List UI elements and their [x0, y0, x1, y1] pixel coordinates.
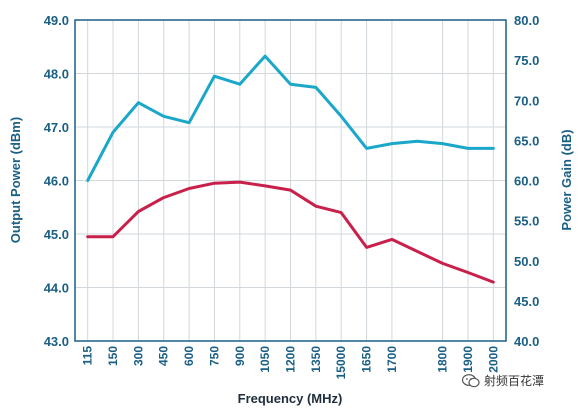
right-tick-label: 55.0 — [514, 214, 539, 229]
left-tick-label: 49.0 — [44, 13, 69, 28]
x-tick-label: 1800 — [436, 346, 450, 373]
watermark-text: 射频百花潭 — [484, 374, 545, 388]
left-tick-label: 48.0 — [44, 67, 69, 82]
right-axis-title: Power Gain (dB) — [559, 129, 574, 230]
x-tick-label: 1700 — [385, 346, 399, 373]
power-gain-line — [86, 54, 495, 182]
right-tick-label: 80.0 — [514, 13, 539, 28]
x-tick-label: 1050 — [258, 346, 272, 373]
right-tick-label: 60.0 — [514, 174, 539, 189]
output-power-line — [86, 180, 495, 284]
left-tick-label: 45.0 — [44, 227, 69, 242]
right-tick-label: 75.0 — [514, 53, 539, 68]
left-tick-label: 46.0 — [44, 174, 69, 189]
watermark: 射频百花潭 — [462, 372, 544, 389]
right-tick-label: 45.0 — [514, 294, 539, 309]
right-tick-label: 65.0 — [514, 133, 539, 148]
left-axis-title: Output Power (dBm) — [8, 117, 23, 243]
x-tick-label: 1650 — [360, 346, 374, 373]
left-tick-label: 47.0 — [44, 120, 69, 135]
x-tick-label: 15000 — [334, 346, 348, 380]
x-tick-label: 2000 — [486, 346, 500, 373]
left-tick-label: 43.0 — [44, 334, 69, 349]
left-tick-label: 44.0 — [44, 281, 69, 296]
x-tick-label: 750 — [207, 346, 221, 366]
left-axis-tick-labels: 43.0 44.0 45.0 46.0 47.0 48.0 49.0 — [44, 13, 69, 349]
series-lines — [86, 54, 495, 284]
right-axis-tick-labels: 40.0 45.0 50.0 55.0 60.0 65.0 70.0 75.0 80.0 — [514, 13, 539, 349]
wechat-icon — [462, 373, 480, 387]
x-axis-title: Frequency (MHz) — [238, 391, 343, 406]
x-tick-label: 900 — [233, 346, 247, 366]
x-tick-label: 300 — [131, 346, 145, 366]
x-tick-label: 450 — [157, 346, 171, 366]
x-tick-label: 1350 — [309, 346, 323, 373]
x-tick-label: 115 — [81, 346, 95, 366]
x-tick-label: 1200 — [284, 346, 298, 373]
plot-area-border — [74, 19, 507, 342]
x-axis-tick-labels: 115 150 300 450 600 750 900 1050 1200 1350 15000 16… — [81, 346, 501, 380]
x-tick-label: 600 — [182, 346, 196, 366]
grid — [75, 19, 506, 342]
right-tick-label: 40.0 — [514, 334, 539, 349]
x-tick-label: 150 — [106, 346, 120, 366]
right-tick-label: 70.0 — [514, 93, 539, 108]
right-tick-label: 50.0 — [514, 254, 539, 269]
x-tick-label: 1900 — [461, 346, 475, 373]
